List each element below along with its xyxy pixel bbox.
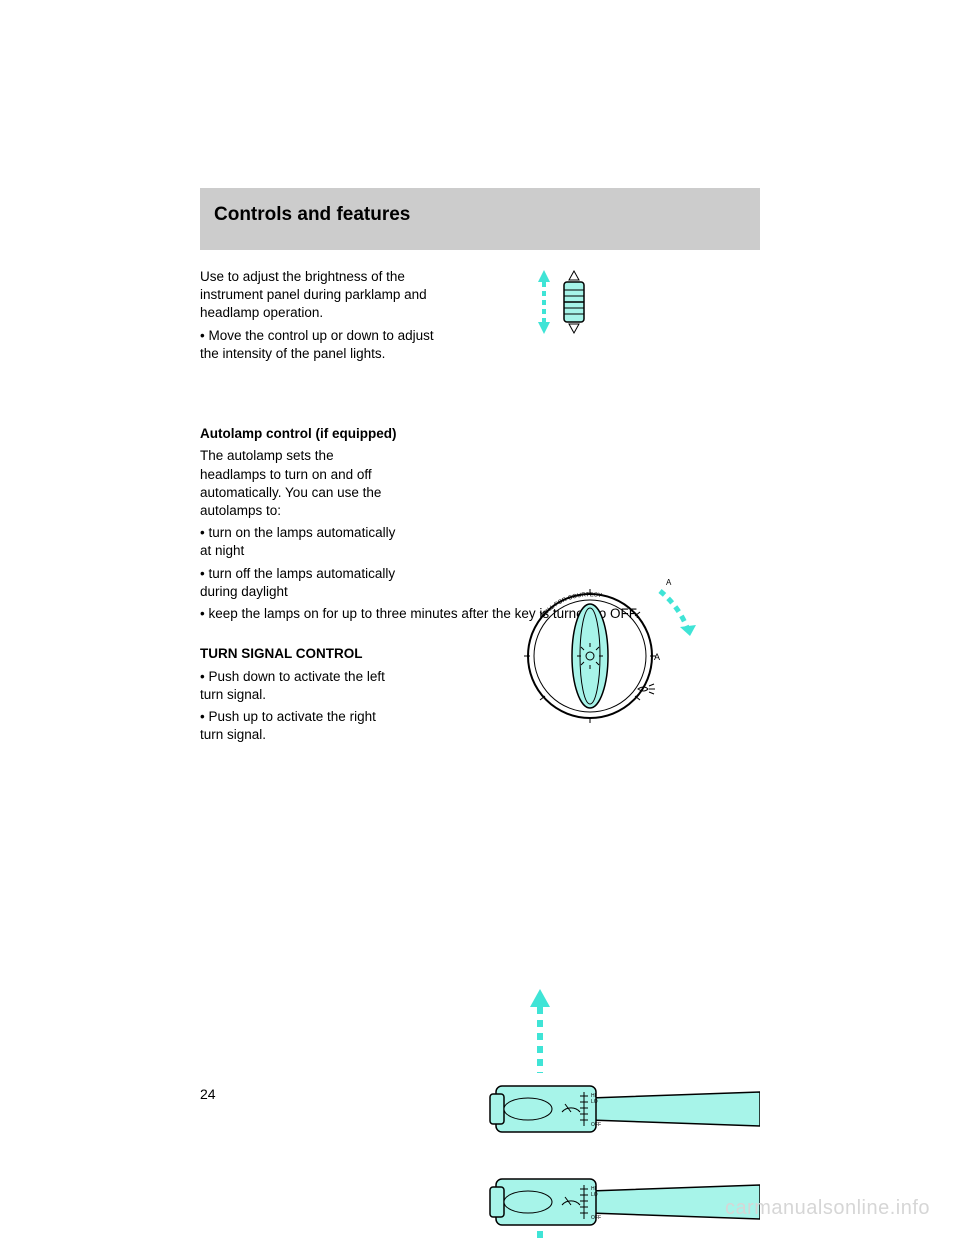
autolamp-p1: The autolamp sets the headlamps to turn … [200, 447, 400, 520]
turn-signal-figure: HI LO OFF [480, 985, 760, 1242]
autolamp-section: Autolamp control (if equipped) The autol… [200, 425, 760, 623]
turn-signal-section: TURN SIGNAL CONTROL • Push down to activ… [200, 645, 760, 744]
autolamp-heading: Autolamp control (if equipped) [200, 425, 400, 443]
watermark-text: carmanualsonline.info [725, 1197, 930, 1220]
dimmer-section: Use to adjust the brightness of the inst… [200, 268, 760, 363]
autolamp-text: Autolamp control (if equipped) The autol… [200, 425, 400, 601]
svg-text:A: A [666, 578, 672, 587]
svg-text:OFF: OFF [591, 1122, 601, 1128]
dimmer-text: Use to adjust the brightness of the inst… [200, 268, 455, 363]
turn-b2: • Push up to activate the right turn sig… [200, 708, 400, 744]
svg-text:OFF: OFF [591, 1215, 601, 1221]
turn-b1: • Push down to activate the left turn si… [200, 668, 400, 704]
autolamp-b1: • turn on the lamps automatically at nig… [200, 524, 400, 560]
turn-heading: TURN SIGNAL CONTROL [200, 645, 400, 663]
thumbwheel-figure [520, 262, 610, 342]
svg-text:LO: LO [591, 1099, 598, 1105]
manual-page: Controls and features Use to adjust the … [200, 188, 760, 754]
section-header: Controls and features [200, 188, 760, 250]
section-title: Controls and features [214, 204, 746, 226]
autolamp-b2: • turn off the lamps automatically durin… [200, 565, 400, 601]
dimmer-p1: Use to adjust the brightness of the inst… [200, 268, 455, 323]
content-area: Use to adjust the brightness of the inst… [200, 268, 760, 744]
dimmer-b1: • Move the control up or down to adjust … [200, 327, 455, 363]
turn-text: TURN SIGNAL CONTROL • Push down to activ… [200, 645, 400, 744]
page-number: 24 [200, 1086, 216, 1102]
svg-text:LO: LO [591, 1192, 598, 1198]
